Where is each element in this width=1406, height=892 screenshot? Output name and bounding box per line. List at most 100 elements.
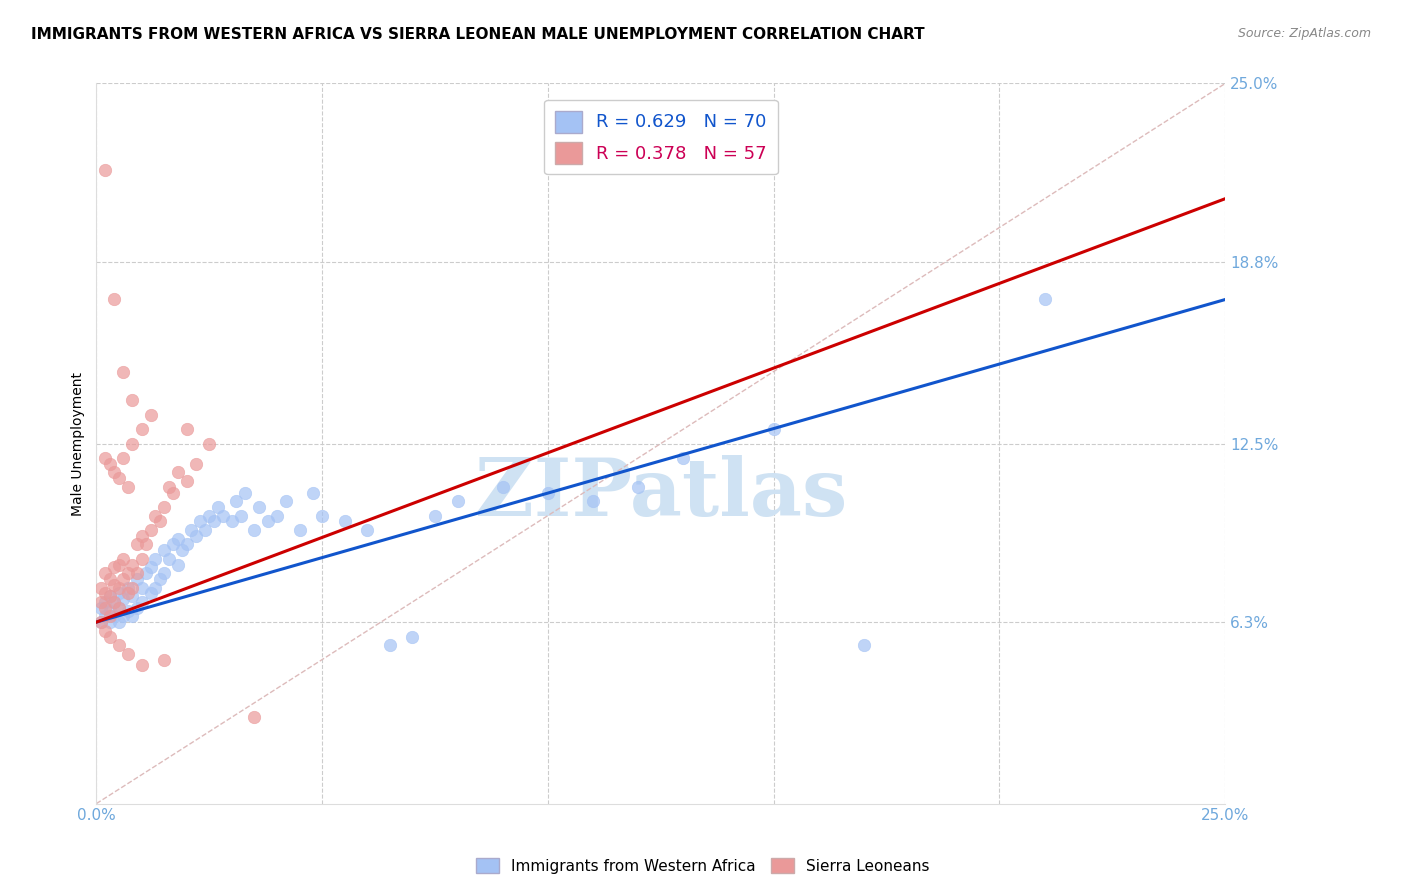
- Point: [94, 595, 117, 609]
- Point: [225, 494, 247, 508]
- Point: [235, 485, 257, 500]
- Point: [274, 494, 297, 508]
- Point: [153, 652, 176, 666]
- Point: [180, 523, 202, 537]
- Point: [153, 543, 176, 558]
- Point: [157, 551, 180, 566]
- Point: [311, 508, 333, 523]
- Point: [108, 586, 131, 600]
- Point: [125, 572, 148, 586]
- Point: [131, 658, 153, 673]
- Point: [446, 494, 468, 508]
- Point: [243, 523, 266, 537]
- Point: [672, 450, 695, 465]
- Point: [98, 630, 121, 644]
- Point: [103, 609, 125, 624]
- Point: [121, 393, 143, 408]
- Point: [112, 450, 135, 465]
- Point: [98, 609, 121, 624]
- Point: [157, 480, 180, 494]
- Point: [94, 586, 117, 600]
- Point: [198, 436, 221, 450]
- Point: [108, 638, 131, 652]
- Point: [207, 500, 229, 514]
- Point: [135, 537, 157, 551]
- Point: [117, 480, 139, 494]
- Point: [148, 514, 170, 528]
- Point: [166, 466, 188, 480]
- Point: [257, 514, 280, 528]
- Point: [198, 508, 221, 523]
- Point: [117, 581, 139, 595]
- Point: [1033, 293, 1056, 307]
- Point: [131, 551, 153, 566]
- Point: [266, 508, 288, 523]
- Point: [333, 514, 356, 528]
- Point: [103, 577, 125, 591]
- Point: [125, 566, 148, 581]
- Point: [90, 615, 112, 629]
- Point: [139, 560, 162, 574]
- Point: [98, 572, 121, 586]
- Point: [153, 566, 176, 581]
- Point: [112, 572, 135, 586]
- Point: [176, 537, 198, 551]
- Point: [108, 558, 131, 572]
- Point: [176, 422, 198, 436]
- Point: [582, 494, 605, 508]
- Point: [103, 595, 125, 609]
- Point: [117, 647, 139, 661]
- Point: [166, 532, 188, 546]
- Point: [492, 480, 515, 494]
- Point: [153, 500, 176, 514]
- Point: [762, 422, 785, 436]
- Point: [166, 558, 188, 572]
- Point: [98, 604, 121, 618]
- Point: [94, 624, 117, 638]
- Point: [243, 710, 266, 724]
- Point: [98, 589, 121, 603]
- Point: [108, 471, 131, 485]
- Y-axis label: Male Unemployment: Male Unemployment: [72, 372, 86, 516]
- Point: [108, 600, 131, 615]
- Point: [98, 457, 121, 471]
- Point: [139, 523, 162, 537]
- Point: [247, 500, 270, 514]
- Point: [172, 543, 194, 558]
- Point: [121, 609, 143, 624]
- Point: [121, 436, 143, 450]
- Point: [112, 592, 135, 607]
- Point: [162, 485, 184, 500]
- Point: [94, 450, 117, 465]
- Point: [108, 615, 131, 629]
- Point: [148, 572, 170, 586]
- Point: [90, 581, 112, 595]
- Point: [103, 293, 125, 307]
- Point: [356, 523, 378, 537]
- Point: [117, 566, 139, 581]
- Point: [211, 508, 233, 523]
- Point: [103, 595, 125, 609]
- Point: [627, 480, 650, 494]
- Text: IMMIGRANTS FROM WESTERN AFRICA VS SIERRA LEONEAN MALE UNEMPLOYMENT CORRELATION C: IMMIGRANTS FROM WESTERN AFRICA VS SIERRA…: [31, 27, 925, 42]
- Text: Source: ZipAtlas.com: Source: ZipAtlas.com: [1237, 27, 1371, 40]
- Point: [194, 523, 217, 537]
- Legend: R = 0.629   N = 70, R = 0.378   N = 57: R = 0.629 N = 70, R = 0.378 N = 57: [544, 100, 778, 175]
- Point: [537, 485, 560, 500]
- Point: [176, 474, 198, 488]
- Point: [108, 581, 131, 595]
- Point: [90, 595, 112, 609]
- Legend: Immigrants from Western Africa, Sierra Leoneans: Immigrants from Western Africa, Sierra L…: [470, 852, 936, 880]
- Point: [143, 508, 166, 523]
- Point: [131, 581, 153, 595]
- Point: [121, 558, 143, 572]
- Point: [103, 466, 125, 480]
- Point: [112, 364, 135, 378]
- Point: [112, 551, 135, 566]
- Point: [131, 422, 153, 436]
- Point: [853, 638, 876, 652]
- Point: [125, 537, 148, 551]
- Point: [121, 589, 143, 603]
- Text: ZIPatlas: ZIPatlas: [475, 455, 846, 533]
- Point: [125, 600, 148, 615]
